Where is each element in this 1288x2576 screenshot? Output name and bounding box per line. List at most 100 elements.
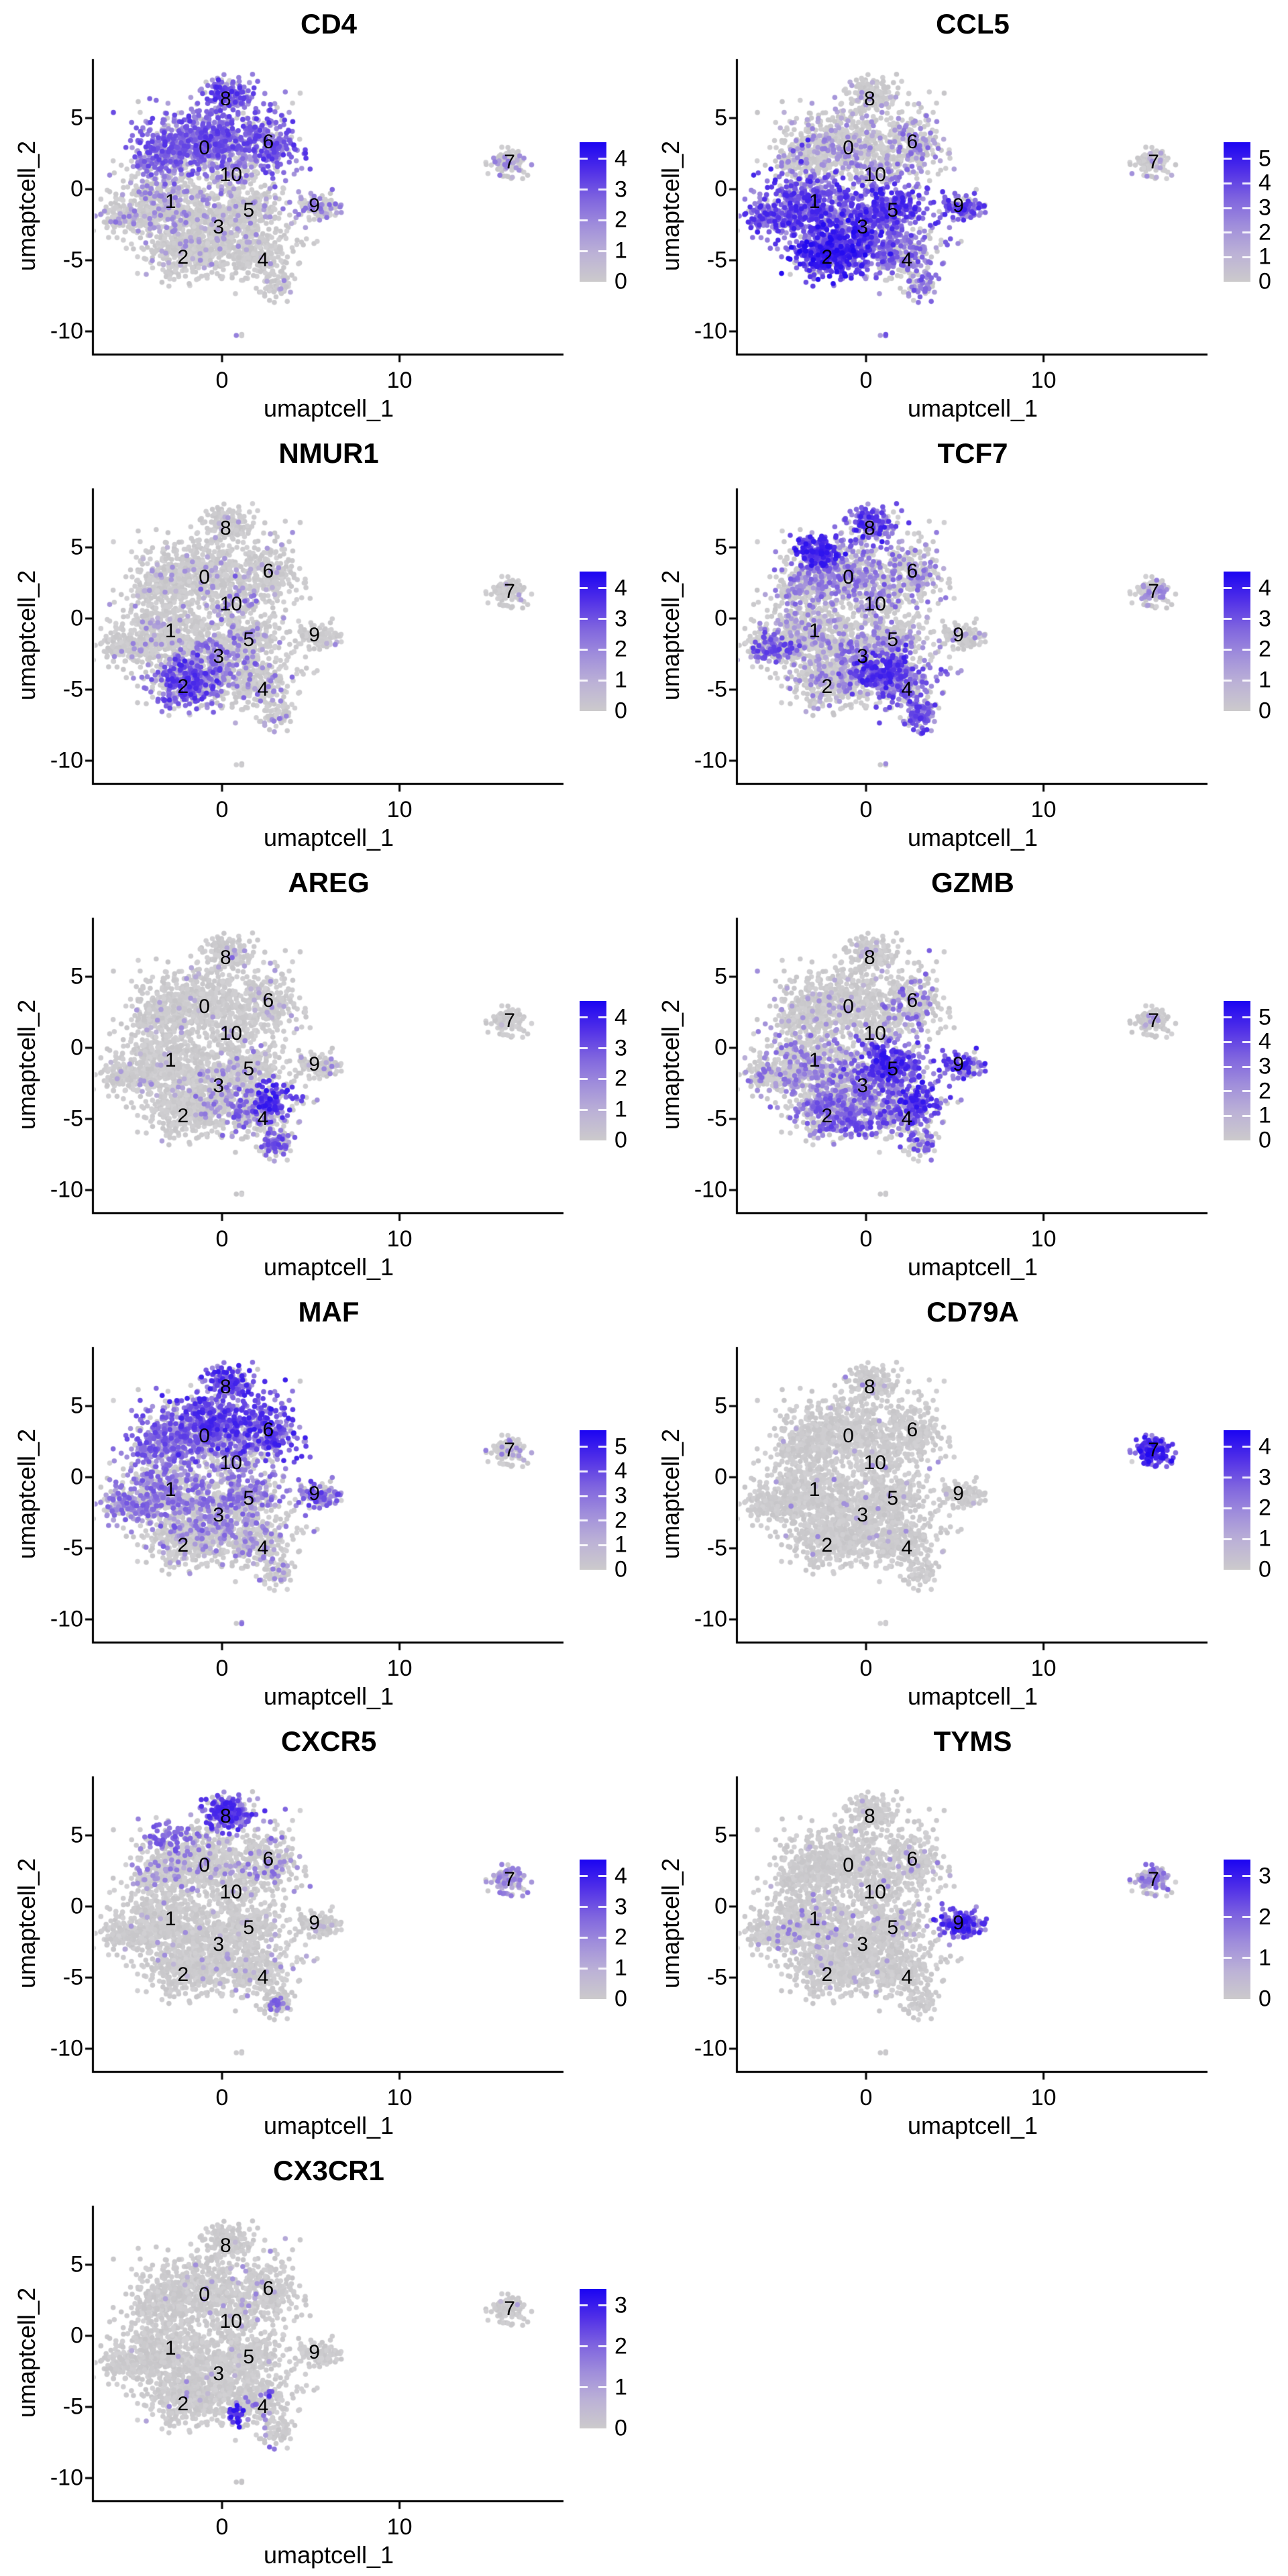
panel-title: TCF7	[937, 437, 1008, 469]
colorbar-tick-mark	[580, 219, 588, 221]
y-tick-label: -5	[62, 1535, 83, 1561]
colorbar-tick-label: 4	[1258, 1028, 1271, 1055]
y-tick-label: 0	[714, 1893, 727, 1919]
colorbar-tick-label: 3	[614, 176, 627, 203]
cluster-label: 8	[863, 1805, 875, 1828]
cluster-label: 6	[262, 131, 274, 154]
colorbar-tick-mark	[580, 1446, 588, 1448]
cluster-label: 8	[219, 947, 231, 969]
cluster-label: 5	[887, 628, 899, 651]
colorbar-tick-label: 2	[614, 1924, 627, 1950]
colorbar-tick-mark	[580, 1047, 588, 1050]
cluster-label: 4	[901, 1108, 913, 1130]
y-tick-label: 5	[714, 1393, 727, 1419]
cluster-label: 3	[857, 1075, 869, 1097]
cluster-label: 9	[309, 1912, 320, 1935]
colorbar-tick-mark	[1224, 1916, 1232, 1919]
umap-scatter-canvas	[644, 1288, 1288, 1717]
cluster-label: 4	[257, 678, 269, 700]
colorbar-tick-mark	[598, 1077, 606, 1080]
colorbar-tick-mark	[1224, 1538, 1232, 1540]
colorbar-tick-mark	[580, 1544, 588, 1546]
colorbar-tick-label: 0	[1258, 1986, 1271, 2012]
y-tick-label: 0	[714, 1034, 727, 1061]
colorbar-tick-mark	[598, 250, 606, 252]
colorbar-tick-mark	[580, 1519, 588, 1522]
umap-scatter-canvas	[0, 0, 644, 429]
y-tick-label: 0	[70, 605, 83, 631]
y-tick-label: -10	[694, 318, 727, 344]
x-tick-label: 0	[859, 2085, 873, 2110]
cluster-label: 2	[177, 1963, 189, 1986]
cluster-label: 4	[257, 1966, 269, 1988]
colorbar-tick-label: 0	[1258, 268, 1271, 294]
colorbar-tick-label: 2	[1258, 1078, 1271, 1104]
x-tick-label: 0	[859, 368, 873, 393]
colorbar-tick-mark	[1242, 1477, 1250, 1479]
cluster-label: 7	[1148, 1438, 1159, 1461]
feature-panel-nmur1: NMUR1 umaptcell_1 umaptcell_2 0 10 5 0 -5 -10 0 1 2…	[0, 429, 644, 859]
cluster-label: 7	[1148, 580, 1159, 602]
cluster-label: 2	[177, 1104, 189, 1127]
colorbar-tick-mark	[1224, 231, 1232, 234]
colorbar-tick-mark	[1242, 207, 1250, 209]
colorbar-tick-mark	[580, 1967, 588, 1970]
x-axis-label: umaptcell_1	[263, 1682, 394, 1710]
y-tick-label: -5	[706, 1106, 727, 1132]
cluster-label: 3	[213, 645, 225, 668]
colorbar-tick-mark	[598, 1446, 606, 1448]
y-tick-label: 0	[70, 1893, 83, 1919]
colorbar-tick-mark	[1224, 1507, 1232, 1509]
cluster-label: 2	[821, 1963, 833, 1986]
feature-panel-tyms: TYMS umaptcell_1 umaptcell_2 0 10 5 0 -5 -10 0 1 2 3…	[644, 1717, 1288, 2147]
colorbar-tick-label: 4	[614, 1458, 627, 1484]
colorbar-tick-mark	[580, 2345, 588, 2348]
cluster-label: 10	[219, 1022, 242, 1044]
colorbar-tick-mark	[598, 1470, 606, 1472]
colorbar-tick-mark	[1224, 1114, 1232, 1117]
colorbar-tick-label: 4	[1258, 575, 1271, 601]
colorbar-tick-mark	[598, 1967, 606, 1970]
colorbar-tick-mark	[580, 648, 588, 651]
colorbar-tick-label: 1	[614, 1096, 627, 1122]
colorbar-tick-mark	[598, 1875, 606, 1878]
feature-panel-ccl5: CCL5 umaptcell_1 umaptcell_2 0 10 5 0 -5 -10 0 1 2 3…	[644, 0, 1288, 429]
colorbar-tick-label: 0	[614, 1556, 627, 1582]
cluster-label: 7	[504, 150, 515, 173]
colorbar-gradient	[580, 1860, 606, 1999]
colorbar-tick-mark	[580, 1875, 588, 1878]
cluster-label: 1	[808, 1479, 820, 1501]
colorbar-gradient	[580, 142, 606, 282]
cluster-label: 8	[219, 517, 231, 540]
colorbar-tick-label: 0	[614, 268, 627, 294]
x-tick-label: 10	[386, 2514, 413, 2540]
cluster-label: 6	[906, 560, 918, 583]
x-axis-label: umaptcell_1	[263, 1253, 394, 1281]
x-tick-label: 10	[1030, 797, 1057, 822]
colorbar-tick-label: 4	[614, 146, 627, 172]
cluster-label: 1	[164, 620, 176, 643]
colorbar-tick-label: 0	[614, 698, 627, 724]
y-tick-label: -5	[706, 676, 727, 702]
colorbar-gradient	[580, 572, 606, 711]
colorbar-tick-mark	[598, 1108, 606, 1111]
colorbar-tick-label: 0	[1258, 1556, 1271, 1582]
cluster-label: 10	[863, 1022, 886, 1044]
colorbar-tick-label: 1	[614, 237, 627, 264]
cluster-label: 0	[843, 995, 854, 1018]
cluster-label: 1	[164, 1049, 176, 1072]
cluster-label: 10	[219, 1880, 242, 1903]
cluster-label: 9	[953, 1053, 964, 1076]
colorbar-tick-label: 3	[1258, 1053, 1271, 1079]
cluster-label: 0	[199, 1854, 210, 1876]
x-tick-label: 10	[386, 1226, 413, 1252]
colorbar-tick-mark	[1224, 1016, 1232, 1019]
colorbar-tick-label: 4	[1258, 170, 1271, 196]
colorbar-tick-label: 2	[1258, 219, 1271, 246]
colorbar-tick-mark	[580, 1108, 588, 1111]
colorbar-tick-mark	[1242, 231, 1250, 234]
y-tick-label: -5	[62, 1106, 83, 1132]
cluster-label: 9	[953, 1912, 964, 1935]
x-tick-label: 0	[215, 2514, 229, 2540]
